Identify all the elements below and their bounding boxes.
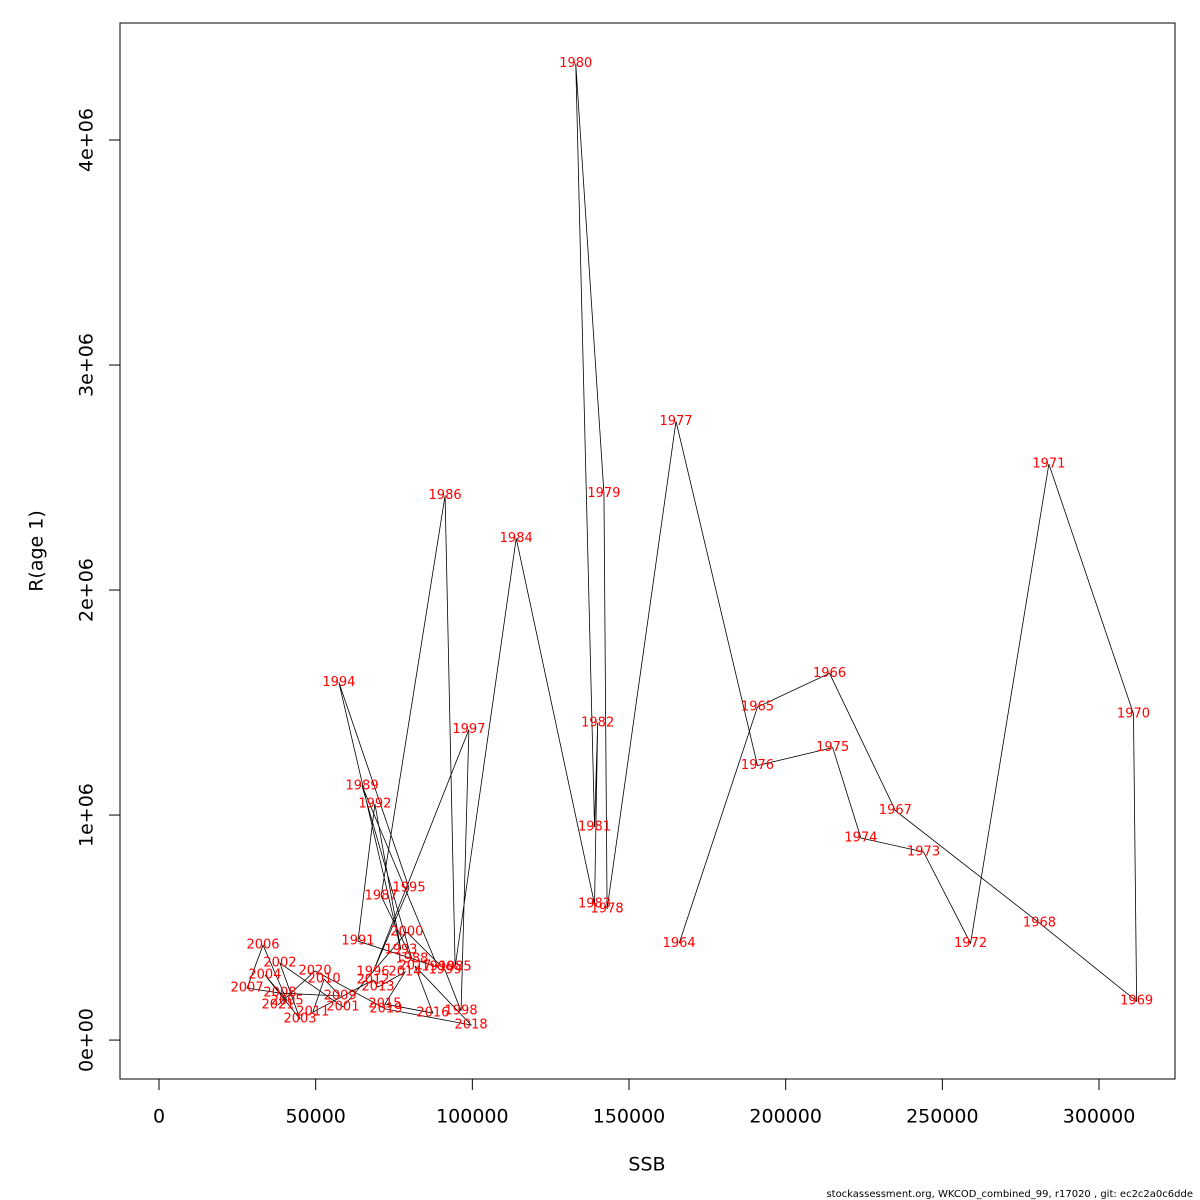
y-tick-label: 1e+06 [76, 783, 98, 847]
point-label: 1983 [578, 897, 611, 912]
point-label: 2007 [231, 981, 264, 996]
point-label: 1974 [844, 831, 877, 846]
point-label: 1972 [954, 936, 987, 951]
x-tick-label: 50000 [285, 1106, 345, 1128]
point-label: 2000 [390, 925, 423, 940]
point-label: 1970 [1117, 706, 1150, 721]
point-label: 2002 [263, 956, 296, 971]
point-label: 2019 [369, 1002, 402, 1017]
x-tick-label: 200000 [749, 1106, 822, 1128]
point-label: 1981 [578, 819, 611, 834]
point-label: 2006 [246, 938, 279, 953]
point-label: 2012 [356, 972, 389, 987]
point-label: 1969 [1120, 994, 1153, 1009]
point-label: 2016 [416, 1006, 449, 1021]
x-axis-title: SSB [628, 1154, 665, 1176]
point-label: 1985 [439, 960, 472, 975]
footer: stockassessment.org, WKCOD_combined_99, … [826, 1189, 1193, 1200]
point-label: 1975 [816, 740, 849, 755]
point-label: 2004 [248, 968, 281, 983]
point-label: 1971 [1032, 457, 1065, 472]
point-label: 1992 [358, 796, 391, 811]
point-label: 1977 [659, 414, 692, 429]
point-label: 1988 [395, 952, 428, 967]
point-label: 2017 [398, 959, 431, 974]
point-label: 1967 [879, 803, 912, 818]
point-label: 2009 [324, 988, 357, 1003]
x-tick-label: 150000 [593, 1106, 666, 1128]
point-label: 1993 [384, 943, 417, 958]
point-label: 1990 [421, 960, 454, 975]
point-label: 1989 [346, 778, 379, 793]
point-label: 1965 [741, 700, 774, 715]
x-tick-label: 0 [153, 1106, 165, 1128]
point-label: 2005 [271, 994, 304, 1009]
series-line [246, 63, 1138, 1026]
point-label: 2010 [308, 972, 341, 987]
point-label: 1976 [741, 758, 774, 773]
point-label: 2020 [299, 963, 332, 978]
point-label: 2015 [368, 997, 401, 1012]
point-label: 1982 [581, 715, 614, 730]
point-label: 1968 [1023, 916, 1056, 931]
plot-frame [119, 22, 1176, 1080]
x-tick-label: 250000 [906, 1106, 979, 1128]
y-tick-label: 3e+06 [76, 333, 98, 397]
point-label: 2011 [296, 1005, 329, 1020]
point-label: 1984 [500, 531, 533, 546]
point-label: 1998 [445, 1004, 478, 1019]
point-label: 1996 [356, 965, 389, 980]
point-label: 1987 [365, 889, 398, 904]
y-tick-label: 4e+06 [76, 108, 98, 172]
point-label: 1986 [429, 488, 462, 503]
y-axis-title: R(age 1) [26, 510, 48, 592]
point-label: 2018 [455, 1017, 488, 1032]
y-tick-label: 2e+06 [76, 558, 98, 622]
point-label: 2021 [262, 997, 295, 1012]
point-label: 1995 [393, 880, 426, 895]
point-label: 1966 [813, 666, 846, 681]
y-tick-label: 0e+00 [76, 1008, 98, 1072]
point-label: 1979 [587, 486, 620, 501]
point-label: 1997 [452, 722, 485, 737]
point-label: 1999 [429, 963, 462, 978]
point-label: 2013 [361, 979, 394, 994]
point-label: 2008 [263, 986, 296, 1001]
point-label: 1994 [322, 675, 355, 690]
x-tick-label: 100000 [436, 1106, 509, 1128]
point-label: 1978 [591, 902, 624, 917]
point-label: 1964 [663, 936, 696, 951]
point-label: 2014 [388, 965, 421, 980]
point-label: 2001 [326, 999, 359, 1014]
x-tick-label: 300000 [1063, 1106, 1136, 1128]
point-label: 1980 [559, 56, 592, 71]
point-label: 1991 [341, 934, 374, 949]
point-label: 2003 [283, 1012, 316, 1027]
point-label: 1973 [907, 844, 940, 859]
